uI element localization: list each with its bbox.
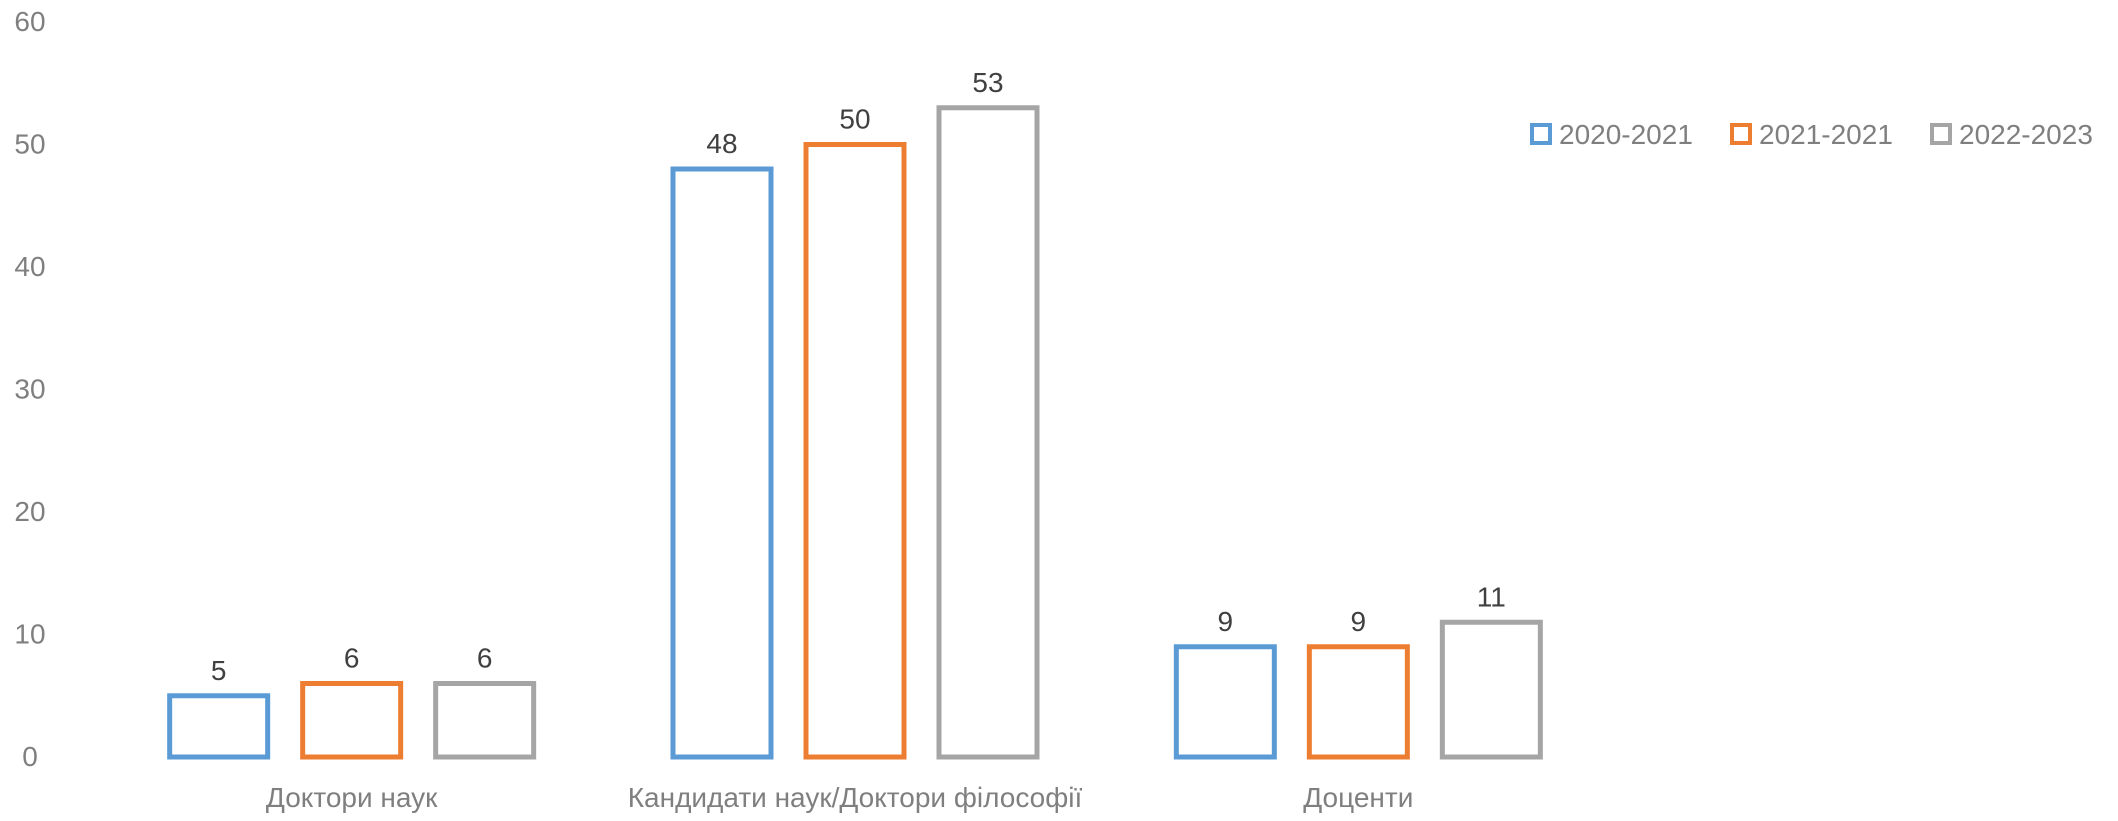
legend-swatch: [1730, 123, 1752, 145]
data-label: 50: [839, 104, 870, 135]
legend-swatch: [1530, 123, 1552, 145]
bar: [670, 166, 774, 760]
y-tick-label: 40: [14, 251, 45, 282]
y-tick-label: 50: [14, 129, 45, 160]
legend: 2020-2021 2021-2021 2022-2023: [1530, 119, 2093, 150]
legend-label: 2022-2023: [1959, 119, 2093, 150]
legend-label: 2020-2021: [1559, 119, 1693, 150]
y-tick-label: 10: [14, 619, 45, 650]
x-axis: Доктори наук Кандидати наук/Доктори філос…: [266, 782, 1413, 813]
y-tick-label: 0: [22, 741, 38, 772]
bar: [803, 142, 907, 760]
y-axis: 0 10 20 30 40 50 60: [14, 6, 45, 772]
legend-label: 2021-2021: [1759, 119, 1893, 150]
data-label: 48: [706, 128, 737, 159]
y-tick-label: 30: [14, 374, 45, 405]
bar: [1306, 644, 1410, 760]
data-labels: 5 6 6 48 50 53 9 9 11: [211, 67, 1506, 686]
data-label: 6: [477, 643, 493, 674]
data-label: 5: [211, 655, 227, 686]
data-label: 53: [972, 67, 1003, 98]
bar: [1439, 619, 1543, 760]
bar: [300, 681, 404, 760]
x-category-label: Доктори наук: [266, 782, 438, 813]
bar: [1173, 644, 1277, 760]
x-category-label: Доценти: [1303, 782, 1413, 813]
data-label: 9: [1351, 606, 1367, 637]
bar: [433, 681, 537, 760]
bar: [167, 693, 271, 760]
x-category-label: Кандидати наук/Доктори філософії: [628, 782, 1083, 813]
bars: [167, 105, 1543, 760]
data-label: 6: [344, 643, 360, 674]
data-label: 11: [1477, 581, 1506, 612]
bar: [936, 105, 1040, 760]
y-tick-label: 20: [14, 496, 45, 527]
data-label: 9: [1218, 606, 1234, 637]
y-tick-label: 60: [14, 6, 45, 37]
legend-swatch: [1930, 123, 1952, 145]
